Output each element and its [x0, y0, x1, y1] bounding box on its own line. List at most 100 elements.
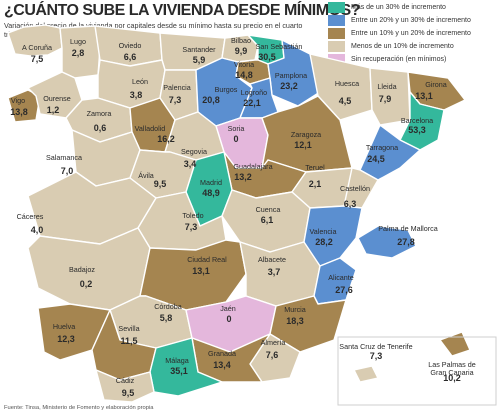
city-value-ourense: 1,2	[47, 105, 60, 115]
legend-item-none: Sin recuperación (en mínimos)	[328, 53, 446, 65]
city-label-caceres: Cáceres	[17, 212, 44, 221]
city-label-badajoz: Badajoz	[69, 265, 95, 274]
city-label-guadalajara: Guadalajara	[233, 162, 272, 171]
city-label-girona: Girona	[425, 80, 447, 89]
region-las-palmas-de-gran-canaria	[439, 331, 471, 357]
city-label-salamanca: Salamanca	[46, 153, 82, 162]
city-value-toledo: 7,3	[185, 222, 198, 232]
city-label-malaga: Málaga	[165, 356, 189, 365]
legend-item-more30: Más de un 30% de incremento	[328, 1, 446, 13]
canary-inset-frame	[337, 336, 497, 406]
legend-swatch-20-30	[328, 14, 345, 26]
city-label-vitoria: Vitoria	[234, 60, 254, 69]
city-label-vigo: Vigo	[11, 96, 25, 105]
city-value-caceres: 4,0	[31, 225, 44, 235]
city-value-albacete: 3,7	[268, 267, 281, 277]
city-value-sevilla: 11,5	[120, 336, 137, 346]
city-label-sevilla: Sevilla	[118, 324, 139, 333]
city-value-huelva: 12,3	[57, 334, 75, 344]
city-label-huelva: Huelva	[53, 322, 75, 331]
city-value-oviedo: 6,6	[124, 52, 137, 62]
city-value-soria: 0	[233, 134, 238, 144]
legend-swatch-less10	[328, 40, 345, 52]
city-label-logrono: Logroño	[241, 88, 267, 97]
city-value-burgos: 20,8	[202, 95, 220, 105]
city-label-segovia: Segovia	[181, 147, 207, 156]
city-label-barcelona: Barcelona	[401, 116, 433, 125]
city-label-valencia: Valencia	[309, 227, 336, 236]
city-label-oviedo: Oviedo	[119, 41, 142, 50]
city-label-palencia: Palencia	[163, 83, 191, 92]
city-value-palencia: 7,3	[169, 95, 182, 105]
city-label-pamplona: Pamplona	[275, 71, 307, 80]
city-label-ciudad-real: Ciudad Real	[187, 255, 227, 264]
city-value-cuenca: 6,1	[261, 215, 274, 225]
region-lleida	[369, 67, 411, 126]
map-title: ¿CUÁNTO SUBE LA VIVIENDA DESDE MÍNIMOS?	[4, 2, 360, 19]
legend-swatch-more30	[328, 1, 345, 13]
city-value-cordoba: 5,8	[160, 313, 173, 323]
region-santa-cruz-de-tenerife	[353, 365, 379, 383]
city-label-zamora: Zamora	[87, 109, 112, 118]
city-value-vigo: 13,8	[10, 107, 28, 117]
legend-item-20-30: Entre un 20% y un 30% de incremento	[328, 14, 471, 26]
city-label-palma-de-mallorca: Palma de Mallorca	[378, 224, 438, 233]
region-cadiz	[95, 369, 155, 403]
legend-label-20-30: Entre un 20% y un 30% de incremento	[351, 16, 471, 24]
city-label-madrid: Madrid	[200, 178, 222, 187]
city-value-teruel: 2,1	[309, 179, 322, 189]
city-value-zaragoza: 12,1	[294, 140, 312, 150]
city-value-alicante: 27,6	[335, 285, 353, 295]
city-value-tarragona: 24,5	[367, 154, 385, 164]
city-label-granada: Granada	[208, 349, 236, 358]
city-value-cadiz: 9,5	[122, 388, 135, 398]
city-label-las-palmas-de-gran-canaria: Las Palmas de Gran Canaria	[428, 360, 476, 377]
city-value-santander: 5,9	[193, 55, 206, 65]
city-label-albacete: Albacete	[258, 255, 286, 264]
city-value-jaen: 0	[226, 314, 231, 324]
city-value-santa-cruz-de-tenerife: 7,3	[370, 351, 383, 361]
city-value-ciudad-real: 13,1	[192, 266, 210, 276]
legend-label-more30: Más de un 30% de incremento	[351, 3, 446, 11]
city-value-segovia: 3,4	[184, 159, 197, 169]
city-label-toledo: Toledo	[182, 211, 203, 220]
city-value-castellon: 6,3	[344, 199, 357, 209]
city-value-bilbao: 9,9	[235, 46, 248, 56]
city-value-huesca: 4,5	[339, 96, 352, 106]
city-value-guadalajara: 13,2	[234, 172, 252, 182]
city-label-bilbao: Bilbao	[231, 36, 251, 45]
city-label-tarragona: Tarragona	[366, 143, 398, 152]
city-value-zamora: 0,6	[94, 123, 107, 133]
legend-label-10-20: Entre un 10% y un 20% de incremento	[351, 29, 471, 37]
city-label-murcia: Murcia	[284, 305, 306, 314]
city-label-almeria: Almería	[261, 338, 286, 347]
city-value-badajoz: 0,2	[80, 279, 93, 289]
city-value-madrid: 48,9	[202, 188, 220, 198]
city-value-lleida: 7,9	[379, 94, 392, 104]
city-value-vitoria: 14,8	[235, 70, 253, 80]
city-label-soria: Soria	[228, 124, 245, 133]
city-label-cadiz: Cádiz	[116, 376, 135, 385]
city-value-valladolid: 16,2	[157, 134, 175, 144]
city-label-lleida: Lleida	[377, 82, 396, 91]
city-value-las-palmas-de-gran-canaria: 10,2	[443, 373, 461, 383]
city-value-murcia: 18,3	[286, 316, 304, 326]
city-label-castellon: Castellón	[340, 184, 370, 193]
city-label-santander: Santander	[182, 45, 216, 54]
city-value-malaga: 35,1	[170, 366, 188, 376]
source-note: Fuente: Tinsa, Ministerio de Fomento y e…	[4, 405, 154, 411]
city-value-girona: 13,1	[415, 91, 433, 101]
legend-swatch-none	[328, 53, 345, 65]
city-value-almeria: 7,6	[266, 350, 279, 360]
region-barcelona	[399, 91, 445, 151]
city-label-cordoba: Córdoba	[154, 302, 182, 311]
city-value-salamanca: 7,0	[61, 166, 74, 176]
city-label-lugo: Lugo	[70, 37, 86, 46]
city-value-palma-de-mallorca: 27,8	[397, 237, 415, 247]
city-value-a-coruna: 7,5	[31, 54, 44, 64]
city-label-santa-cruz-de-tenerife: Santa Cruz de Tenerife	[339, 342, 412, 351]
legend-label-less10: Menos de un 10% de incremento	[351, 42, 454, 50]
city-label-valladolid: Valladolid	[135, 124, 166, 133]
city-label-teruel: Teruel	[305, 163, 325, 172]
